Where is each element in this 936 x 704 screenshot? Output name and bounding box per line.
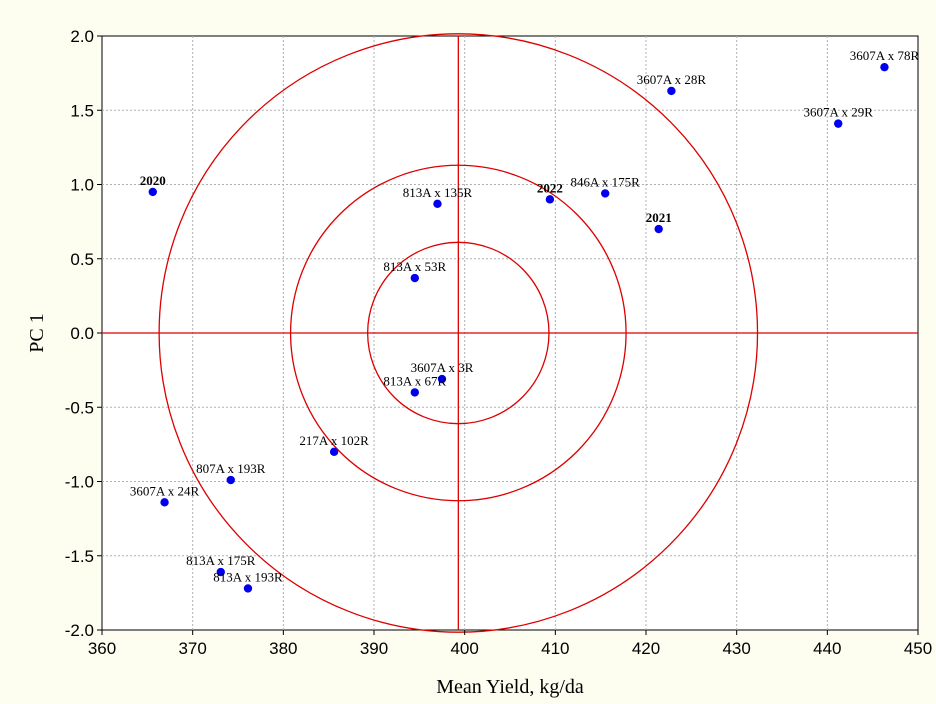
x-tick-label: 430 xyxy=(722,639,750,658)
point-label: 3607A x 28R xyxy=(637,72,707,87)
point-label: 813A x 53R xyxy=(383,259,446,274)
point-label: 217A x 102R xyxy=(299,433,369,448)
data-point xyxy=(880,62,889,72)
point-labels: 3607A x 78R 3607A x 28R 3607A x 29R 2020 813… xyxy=(130,48,920,584)
point-label: 813A x 175R xyxy=(186,553,256,568)
x-tick-label: 380 xyxy=(269,639,297,658)
y-tick-label: -0.5 xyxy=(65,398,94,417)
y-tick-label: -1.5 xyxy=(65,547,94,566)
point-label: 2021 xyxy=(646,210,672,225)
x-tick-label: 360 xyxy=(88,639,116,658)
point-label: 846A x 175R xyxy=(571,174,641,189)
x-tick-label: 450 xyxy=(904,639,932,658)
data-point xyxy=(243,584,253,593)
y-tick-label: -2.0 xyxy=(65,621,94,640)
point-label: 813A x 135R xyxy=(403,185,473,200)
data-point xyxy=(667,86,676,96)
y-tick-label: 2.0 xyxy=(70,27,94,46)
y-axis-title: PC 1 xyxy=(26,313,48,352)
point-label: 2020 xyxy=(140,173,166,188)
x-tick-label: 370 xyxy=(178,639,206,658)
data-point xyxy=(437,374,447,384)
point-label: 3607A x 78R xyxy=(850,48,920,63)
y-tick-label: 0.5 xyxy=(70,250,94,269)
data-point xyxy=(433,199,442,209)
point-label: 813A x 67R xyxy=(383,373,446,388)
x-tick-label: 390 xyxy=(360,639,388,658)
point-label: 3607A x 3R xyxy=(411,360,474,375)
point-label: 807A x 193R xyxy=(196,461,266,476)
point-label: 2022 xyxy=(537,180,563,195)
x-tick-label: 420 xyxy=(632,639,660,658)
data-point xyxy=(216,567,225,577)
data-point xyxy=(329,447,339,456)
data-point xyxy=(654,224,663,234)
y-tick-label: -1.0 xyxy=(65,473,94,492)
y-tick-label: 1.0 xyxy=(70,176,94,195)
x-tick-label: 440 xyxy=(813,639,841,658)
data-point xyxy=(226,475,235,485)
x-axis-title: Mean Yield, kg/da xyxy=(436,676,584,698)
data-point xyxy=(410,273,419,283)
data-point xyxy=(601,189,610,198)
point-label: 3607A x 29R xyxy=(804,105,874,120)
x-tick-label: 400 xyxy=(450,639,478,658)
data-point xyxy=(410,388,419,397)
data-point xyxy=(545,195,555,204)
data-point xyxy=(148,187,157,197)
x-tick-label: 410 xyxy=(541,639,569,658)
y-tick-label: 1.5 xyxy=(70,101,94,120)
data-points xyxy=(148,62,889,593)
y-tick-label: 0.0 xyxy=(70,324,94,343)
point-label: 813A x 193R xyxy=(213,569,283,584)
data-point xyxy=(160,498,169,507)
data-point xyxy=(834,119,843,128)
reference-lines xyxy=(102,36,918,630)
axis-ticks: 360 370 380 390 400 410 420 430 440 450 2.0 1.5 1.0 0… xyxy=(65,27,932,658)
point-label: 3607A x 24R xyxy=(130,483,200,498)
